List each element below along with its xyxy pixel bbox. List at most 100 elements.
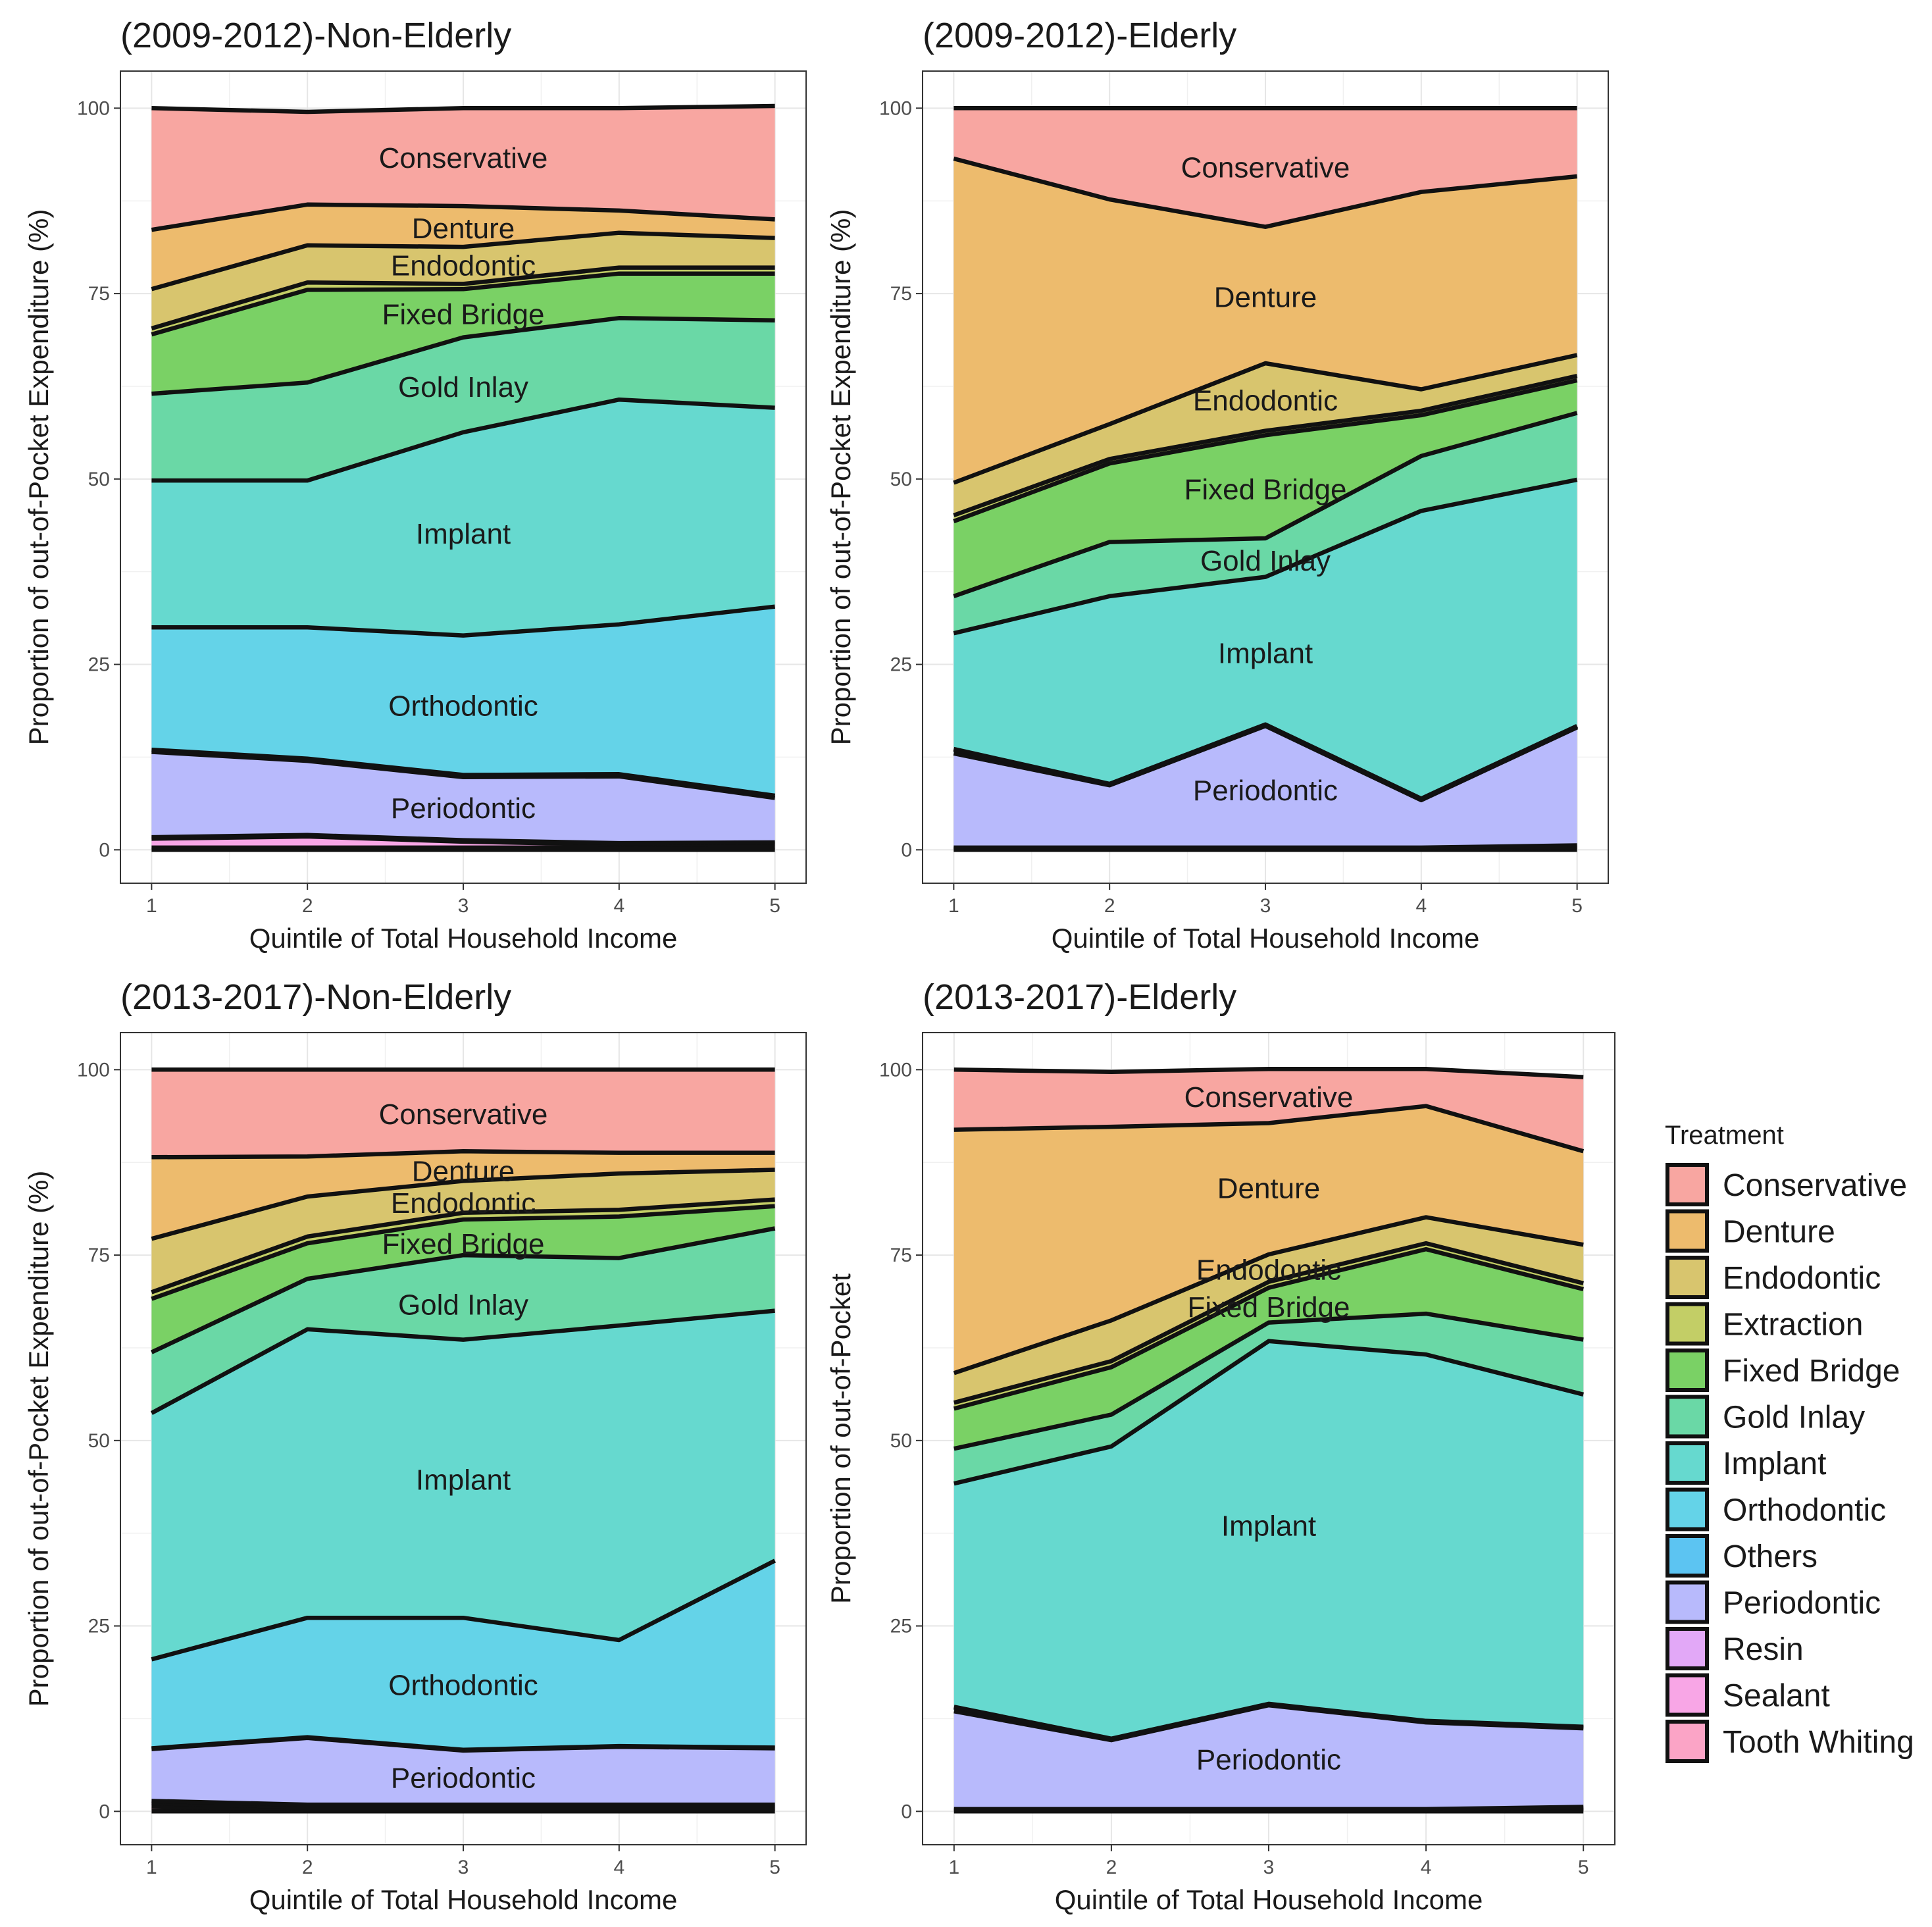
panel-1-x-tick-label: 1 <box>146 895 157 917</box>
legend-label-conservative: Conservative <box>1723 1168 1907 1203</box>
panel-4-x-tick-label: 1 <box>948 1857 959 1878</box>
panel-3-area-conservative <box>151 1069 775 1158</box>
panel-1-area-orthodontic <box>151 606 775 796</box>
panel-4-series-line <box>953 1104 1585 1154</box>
panel-1-series-line <box>151 230 775 292</box>
panel-1-series-line <box>151 271 775 337</box>
legend-swatch-endodontic <box>1665 1256 1709 1299</box>
panel-2-x-tick-label: 4 <box>1415 895 1427 917</box>
legend-swatch-periodontic <box>1665 1580 1709 1624</box>
panel-4-series-line <box>953 1241 1585 1405</box>
panel-1-area-implant <box>151 399 775 636</box>
legend-label-denture: Denture <box>1723 1215 1835 1250</box>
panel-2-title: (2009-2012)-Elderly <box>923 16 1236 55</box>
panel-2-x-axis-label: Quintile of Total Household Income <box>1052 923 1480 954</box>
legend-swatch-sealant <box>1665 1673 1709 1717</box>
panel-1-area-label-periodontic: Periodontic <box>391 792 536 825</box>
panel-4-y-tick-label: 25 <box>890 1616 912 1637</box>
panel-2-y-tick-label: 0 <box>901 839 912 861</box>
panel-4-plot: Conservative Denture Endodontic Fixed Bridg… <box>825 977 1615 1915</box>
panel-2-area-label-denture: Denture <box>1214 282 1317 314</box>
panel-1-series-line <box>151 316 775 396</box>
panel-1-y-tick-label: 75 <box>88 283 110 305</box>
panel-1-y-tick-label: 25 <box>88 654 110 676</box>
legend-label-resin: Resin <box>1723 1632 1804 1667</box>
panel-3-series-line <box>151 1801 775 1809</box>
legend-label-tooth-whiting: Tooth Whiting <box>1723 1725 1914 1760</box>
panel-4-x-tick-label: 4 <box>1421 1857 1432 1878</box>
legend-swatch-extraction <box>1665 1302 1709 1346</box>
panel-2-series-line <box>953 411 1578 598</box>
panel-2-y-tick-label: 50 <box>890 469 912 490</box>
panel-3-series-line <box>151 1558 776 1662</box>
panel-3-series-line <box>151 1149 775 1160</box>
panel-1-area-label-conservative: Conservative <box>379 142 548 174</box>
panel-2-x-tick-label: 1 <box>948 895 959 917</box>
panel-2-series-line <box>953 374 1578 518</box>
panel-3-area-label-fixed-bridge: Fixed Bridge <box>382 1228 544 1260</box>
panel-2-series-line <box>953 156 1577 229</box>
panel-4-series-line <box>953 1246 1585 1411</box>
legend: Treatment Conservative Denture Endodontic Ex… <box>1665 1121 1914 1763</box>
legend-swatch-implant <box>1665 1441 1709 1485</box>
panel-3-x-tick-label: 3 <box>458 1857 469 1878</box>
legend-swatch-resin <box>1665 1627 1709 1670</box>
panel-4-y-tick-label: 75 <box>890 1245 912 1266</box>
panel-4-area-denture <box>953 1106 1584 1374</box>
panel-3-y-axis-label: Proportion of out-of-Pocket Expenditure … <box>23 1171 54 1707</box>
panel-1-y-tick-label: 50 <box>88 469 110 490</box>
panel-1-series-line <box>151 265 775 331</box>
panel-3-area-label-denture: Denture <box>412 1156 515 1188</box>
panel-2-series-line <box>953 722 1578 801</box>
legend-swatch-others <box>1665 1534 1709 1578</box>
panel-2-y-axis-label: Proportion of out-of-Pocket Expenditure … <box>825 209 856 746</box>
panel-2-area-label-endodontic: Endodontic <box>1193 384 1338 417</box>
panel-2-series-line <box>953 477 1578 636</box>
legend-swatch-conservative <box>1665 1163 1709 1206</box>
legend-swatch-denture <box>1665 1209 1709 1253</box>
panel-1-series-line <box>151 750 776 800</box>
panel-1-series-line <box>151 103 775 115</box>
panel-2-area-periodontic <box>953 726 1577 848</box>
panel-1-area-gold-inlay <box>151 318 775 481</box>
panel-2-x-tick-label: 3 <box>1260 895 1271 917</box>
panel-1-area-fixed-bridge <box>151 273 775 394</box>
panel-4-title: (2013-2017)-Elderly <box>923 977 1236 1017</box>
panel-4-series-line <box>953 1311 1584 1451</box>
panel-3-x-tick-label: 5 <box>769 1857 780 1878</box>
panel-1-area-endodontic <box>151 232 775 328</box>
panel-1-area-label-implant: Implant <box>416 518 511 550</box>
panel-3-series-line <box>151 1735 775 1753</box>
panel-4-y-tick-label: 50 <box>890 1430 912 1452</box>
panel-2-series-line <box>953 843 1577 850</box>
panel-2-plot: Conservative Denture Endodontic Fixed Bridg… <box>825 16 1609 954</box>
legend-swatch-orthodontic <box>1665 1487 1709 1531</box>
panel-2-series-line <box>953 353 1578 485</box>
panel-1-series-line <box>151 833 775 846</box>
panel-1-x-tick-label: 4 <box>613 895 624 917</box>
legend-label-others: Others <box>1723 1539 1818 1574</box>
panel-3-series-line <box>151 1204 775 1301</box>
panel-3-series-line <box>151 1168 775 1241</box>
panel-4-series-line <box>953 1215 1584 1375</box>
panel-4-y-axis-label: Proportion of out-of-Pocket <box>825 1273 856 1604</box>
panel-4-area-conservative <box>953 1069 1584 1152</box>
panel-4-area-label-periodontic: Periodontic <box>1196 1743 1341 1776</box>
panel-3-series-line <box>151 1226 776 1354</box>
panel-1-area-label-gold-inlay: Gold Inlay <box>398 371 528 403</box>
panel-3-y-tick-label: 25 <box>88 1616 110 1637</box>
panel-3-area-orthodontic <box>151 1560 775 1750</box>
panel-1-title: (2009-2012)-Non-Elderly <box>120 16 511 55</box>
panel-3-area-label-endodontic: Endodontic <box>391 1187 536 1220</box>
panel-4-series-line <box>953 1339 1585 1486</box>
panel-1-area-label-endodontic: Endodontic <box>391 249 536 282</box>
panel-1-y-axis-label: Proportion of out-of-Pocket Expenditure … <box>23 209 54 746</box>
panel-4-area-endodontic <box>953 1217 1584 1403</box>
panel-3-y-tick-label: 0 <box>99 1801 110 1822</box>
panel-4-series-line <box>953 1701 1584 1741</box>
panel-4-y-tick-label: 100 <box>879 1059 912 1081</box>
panel-3-area-label-gold-inlay: Gold Inlay <box>398 1289 528 1322</box>
